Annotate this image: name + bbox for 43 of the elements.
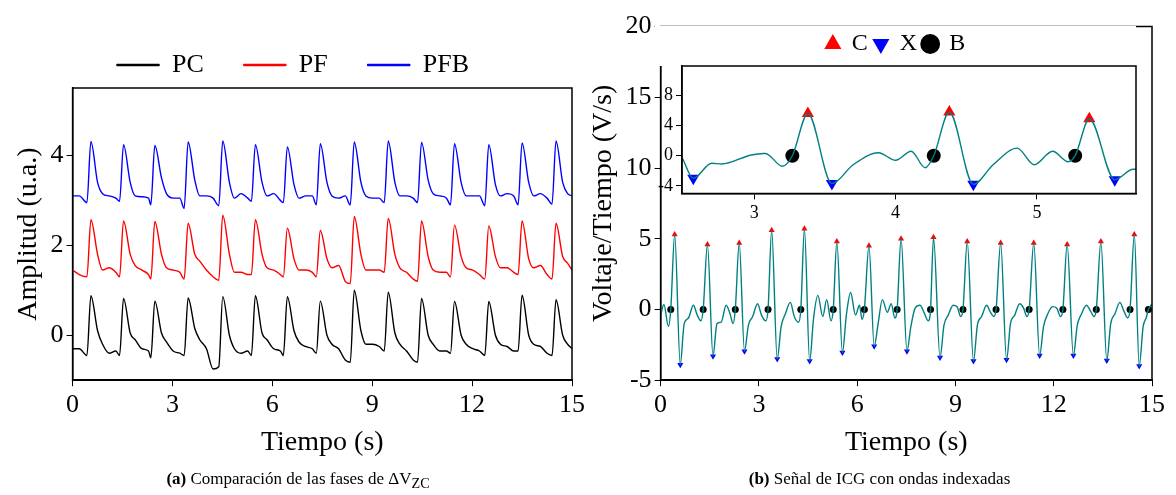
x-tick-label: 12: [1040, 388, 1067, 418]
x-tick-label: 4: [891, 201, 901, 222]
legend-label: B: [949, 29, 966, 56]
x-tick-label: 9: [948, 388, 962, 418]
y-tick-label: 2: [50, 229, 64, 259]
legend-label: PC: [172, 48, 204, 78]
text: (b) Señal de ICG con ondas indexadas: [748, 469, 1011, 488]
y-tick-label: 0: [663, 144, 673, 165]
y-tick-label: 4: [50, 139, 64, 169]
legend-label: PF: [298, 48, 328, 78]
line-series: [72, 214, 572, 285]
y-axis-title: Voltaje/Tiempo (V/s): [586, 84, 618, 323]
x-tick-label: 9: [365, 388, 379, 418]
point: [1136, 364, 1143, 370]
y-tick-label: 10: [625, 151, 652, 181]
x-tick-label: 3: [749, 201, 759, 222]
x-tick-label: 5: [1032, 201, 1042, 222]
y-axis-title: Amplitud (u.a.): [11, 147, 43, 321]
y-tick-label: 0: [50, 319, 64, 349]
point: [1003, 357, 1010, 364]
legend-label: X: [899, 29, 918, 56]
y-tick-label: 8: [663, 84, 673, 105]
x-tick-label: 6: [850, 388, 864, 418]
x-tick-label: 6: [265, 388, 279, 418]
point: [1030, 239, 1037, 245]
y-tick-label: 4: [663, 114, 673, 135]
x-tick-label: 3: [165, 388, 179, 418]
x-tick-label: 12: [459, 388, 486, 418]
x-tick-label: 15: [559, 388, 585, 418]
point: [970, 359, 977, 365]
legend-label: C: [851, 29, 868, 56]
y-tick-label: 20: [625, 10, 652, 40]
x-axis-title: Tiempo (s): [260, 424, 384, 456]
legend-label: PFB: [422, 48, 469, 78]
x-tick-label: 3: [752, 388, 766, 418]
y-tick-label: -5: [629, 364, 652, 394]
y-tick-label: 5: [638, 222, 652, 252]
x-axis-title: Tiempo (s): [844, 424, 968, 456]
line-series: [72, 140, 572, 210]
point: [774, 357, 781, 363]
y-tick-label: 15: [625, 81, 652, 111]
x-tick-label: 15: [1139, 388, 1165, 418]
y-tick-label: 0: [638, 293, 652, 323]
